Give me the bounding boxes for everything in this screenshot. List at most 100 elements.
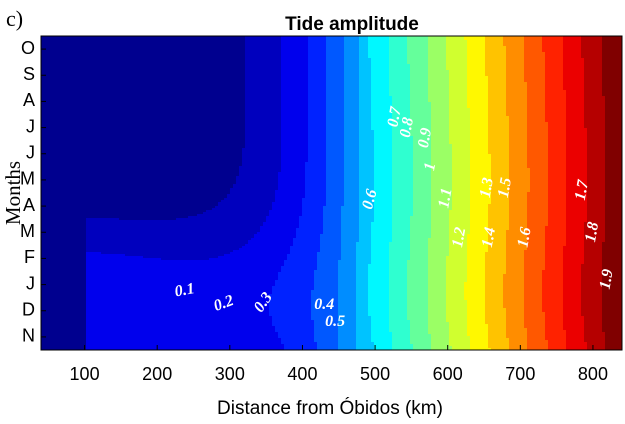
- contour-cell: [254, 62, 258, 65]
- contour-cell: [434, 60, 438, 63]
- contour-cell: [467, 64, 471, 67]
- contour-cell: [275, 60, 279, 63]
- contour-cell: [92, 46, 96, 49]
- contour-cell: [290, 56, 294, 59]
- contour-cell: [266, 48, 270, 51]
- contour-cell: [452, 46, 456, 49]
- contour-cell: [245, 40, 249, 43]
- contour-cell: [614, 62, 618, 65]
- contour-cell: [323, 54, 327, 57]
- contour-cell: [200, 54, 204, 57]
- contour-cell: [308, 54, 312, 57]
- contour-cell: [509, 50, 513, 53]
- contour-cell: [602, 60, 606, 63]
- contour-cell: [299, 64, 303, 67]
- contour-cell: [605, 54, 609, 57]
- contour-cell: [398, 52, 402, 55]
- contour-cell: [302, 36, 306, 39]
- contour-cell: [44, 50, 48, 53]
- contour-cell: [455, 36, 459, 39]
- contour-cell: [167, 38, 171, 41]
- contour-cell: [374, 66, 378, 69]
- contour-cell: [215, 38, 219, 41]
- contour-cell: [479, 46, 483, 49]
- contour-cell: [83, 54, 87, 57]
- contour-cell: [614, 38, 618, 41]
- contour-cell: [242, 46, 246, 49]
- contour-cell: [578, 50, 582, 53]
- contour-cell: [611, 60, 615, 63]
- contour-cell: [554, 38, 558, 41]
- contour-cell: [281, 40, 285, 43]
- contour-cell: [422, 46, 426, 49]
- contour-cell: [599, 56, 603, 59]
- contour-cell: [302, 52, 306, 55]
- contour-cell: [92, 64, 96, 67]
- contour-cell: [263, 44, 267, 47]
- contour-cell: [476, 56, 480, 59]
- contour-cell: [89, 64, 93, 67]
- contour-cell: [290, 40, 294, 43]
- contour-cell: [161, 48, 165, 51]
- contour-cell: [353, 66, 357, 69]
- contour-cell: [299, 54, 303, 57]
- contour-cell: [395, 50, 399, 53]
- contour-cell: [89, 60, 93, 63]
- contour-cell: [290, 52, 294, 55]
- contour-cell: [182, 64, 186, 67]
- contour-cell: [323, 64, 327, 67]
- contour-cell: [398, 44, 402, 47]
- contour-cell: [254, 40, 258, 43]
- contour-cell: [284, 42, 288, 45]
- contour-cell: [569, 36, 573, 39]
- contour-cell: [41, 38, 45, 41]
- contour-cell: [410, 46, 414, 49]
- contour-cell: [569, 40, 573, 43]
- contour-cell: [464, 54, 468, 57]
- contour-cell: [527, 38, 531, 41]
- contour-cell: [392, 40, 396, 43]
- contour-cell: [179, 42, 183, 45]
- contour-cell: [545, 54, 549, 57]
- contour-cell: [269, 50, 273, 53]
- contour-cell: [98, 48, 102, 51]
- contour-cell: [92, 60, 96, 63]
- contour-cell: [599, 38, 603, 41]
- contour-cell: [476, 52, 480, 55]
- contour-cell: [50, 40, 54, 43]
- contour-cell: [164, 60, 168, 63]
- contour-cell: [161, 60, 165, 63]
- contour-cell: [440, 64, 444, 67]
- contour-cell: [194, 40, 198, 43]
- contour-cell: [500, 36, 504, 39]
- contour-cell: [470, 36, 474, 39]
- contour-cell: [515, 36, 519, 39]
- contour-cell: [293, 44, 297, 47]
- contour-cell: [50, 56, 54, 59]
- contour-cell: [347, 36, 351, 39]
- contour-cell: [302, 54, 306, 57]
- contour-cell: [362, 36, 366, 39]
- contour-cell: [353, 64, 357, 67]
- contour-cell: [524, 44, 528, 47]
- contour-cell: [257, 54, 261, 57]
- contour-cell: [47, 42, 51, 45]
- contour-cell: [134, 48, 138, 51]
- contour-cell: [212, 58, 216, 61]
- contour-cell: [587, 66, 591, 69]
- contour-cell: [206, 48, 210, 51]
- contour-cell: [563, 56, 567, 59]
- contour-cell: [383, 54, 387, 57]
- contour-cell: [590, 56, 594, 59]
- contour-cell: [143, 40, 147, 43]
- contour-cell: [92, 40, 96, 43]
- contour-cell: [215, 66, 219, 69]
- contour-cell: [392, 44, 396, 47]
- contour-cell: [347, 44, 351, 47]
- contour-cell: [215, 48, 219, 51]
- contour-cell: [104, 54, 108, 57]
- contour-cell: [398, 60, 402, 63]
- contour-cell: [140, 52, 144, 55]
- contour-cell: [386, 36, 390, 39]
- contour-cell: [545, 64, 549, 67]
